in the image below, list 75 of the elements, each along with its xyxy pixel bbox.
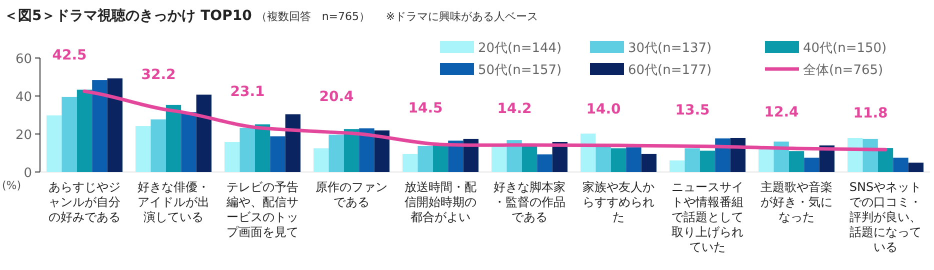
- bar: [136, 126, 151, 172]
- bar: [537, 154, 552, 172]
- x-tick-label: ニュースサイトや情報番組で話題として取り上げられていた: [672, 180, 744, 254]
- y-axis-title: (%): [2, 179, 22, 192]
- y-tick-label: 0: [24, 166, 32, 181]
- bar: [893, 158, 908, 172]
- bar: [641, 154, 656, 172]
- legend-label: 20代(n=144): [478, 41, 562, 56]
- bar: [448, 140, 464, 172]
- y-tick-label: 40: [15, 90, 32, 105]
- data-label: 32.2: [141, 66, 176, 83]
- bar: [580, 134, 596, 172]
- bar: [626, 147, 642, 172]
- x-tick-label: 好きな脚本家・監督の作品である: [494, 180, 566, 224]
- bar: [254, 124, 270, 172]
- x-tick-label: 好きな俳優・アイドルが出演している: [138, 180, 210, 224]
- bar: [285, 114, 300, 172]
- x-tick-label: 放送時間・配信開始時期の都合がよい: [404, 180, 476, 224]
- bar: [788, 151, 804, 172]
- legend-label: 50代(n=157): [478, 63, 562, 78]
- bar: [700, 150, 716, 172]
- bar: [344, 129, 360, 172]
- bar: [196, 94, 212, 172]
- data-label: 13.5: [675, 102, 710, 118]
- data-label: 14.0: [586, 101, 622, 118]
- bar: [181, 112, 196, 172]
- bar: [224, 142, 240, 172]
- bar: [878, 148, 894, 172]
- bar: [432, 145, 448, 172]
- x-tick-label: 主題歌や音楽が好き・気になった: [760, 180, 832, 224]
- bar: [374, 130, 390, 172]
- bar: [522, 146, 538, 172]
- legend-label: 全体(n=765): [803, 63, 884, 78]
- bar: [240, 128, 255, 172]
- bar: [492, 145, 507, 172]
- legend-label: 40代(n=150): [803, 41, 887, 56]
- x-tick-label: SNSやネットでの口コミ・評判が良い、話題になっている: [849, 180, 922, 254]
- bar: [328, 134, 344, 172]
- bar: [270, 136, 286, 172]
- data-label: 14.2: [497, 101, 532, 118]
- bar: [758, 148, 774, 172]
- legend-label: 30代(n=137): [628, 41, 712, 56]
- x-tick-label: テレビの予告編や、配信サービスのトップ画面を見て: [226, 180, 298, 239]
- bar: [610, 148, 626, 172]
- bar: [166, 104, 182, 172]
- data-label: 14.5: [408, 100, 443, 116]
- bar: [684, 148, 700, 172]
- bar: [46, 115, 62, 172]
- bar: [670, 160, 685, 172]
- bar: [92, 80, 108, 172]
- chart-title: ＜図5＞ドラマ視聴のきっかけ TOP10: [4, 7, 252, 24]
- data-label: 42.5: [52, 47, 87, 64]
- data-label: 20.4: [319, 89, 354, 106]
- chart-subtitle: （複数回答 n=765）: [256, 10, 370, 23]
- bar: [359, 128, 374, 172]
- legend-label: 60代(n=177): [628, 63, 712, 78]
- bar: [107, 78, 122, 172]
- bar: [314, 148, 329, 172]
- text: ※ドラマに興味がある人ベース: [386, 10, 538, 23]
- data-label: 11.8: [853, 106, 888, 122]
- x-tick-label: 家族や友人からすすめられた: [582, 180, 654, 224]
- x-tick-label: 原作のファンである: [316, 180, 388, 209]
- x-tick-label: あらすじやジャンルが自分の好みである: [48, 180, 120, 224]
- y-tick-label: 20: [15, 128, 32, 143]
- data-label: 23.1: [230, 84, 265, 100]
- bar: [804, 158, 820, 172]
- bar: [62, 96, 77, 172]
- data-label: 12.4: [764, 104, 800, 120]
- bar: [596, 146, 611, 172]
- bar: [402, 154, 418, 172]
- bar: [908, 162, 924, 172]
- bar: [76, 90, 92, 172]
- bar: [150, 119, 166, 172]
- y-tick-label: 60: [15, 52, 32, 67]
- bar: [418, 146, 433, 172]
